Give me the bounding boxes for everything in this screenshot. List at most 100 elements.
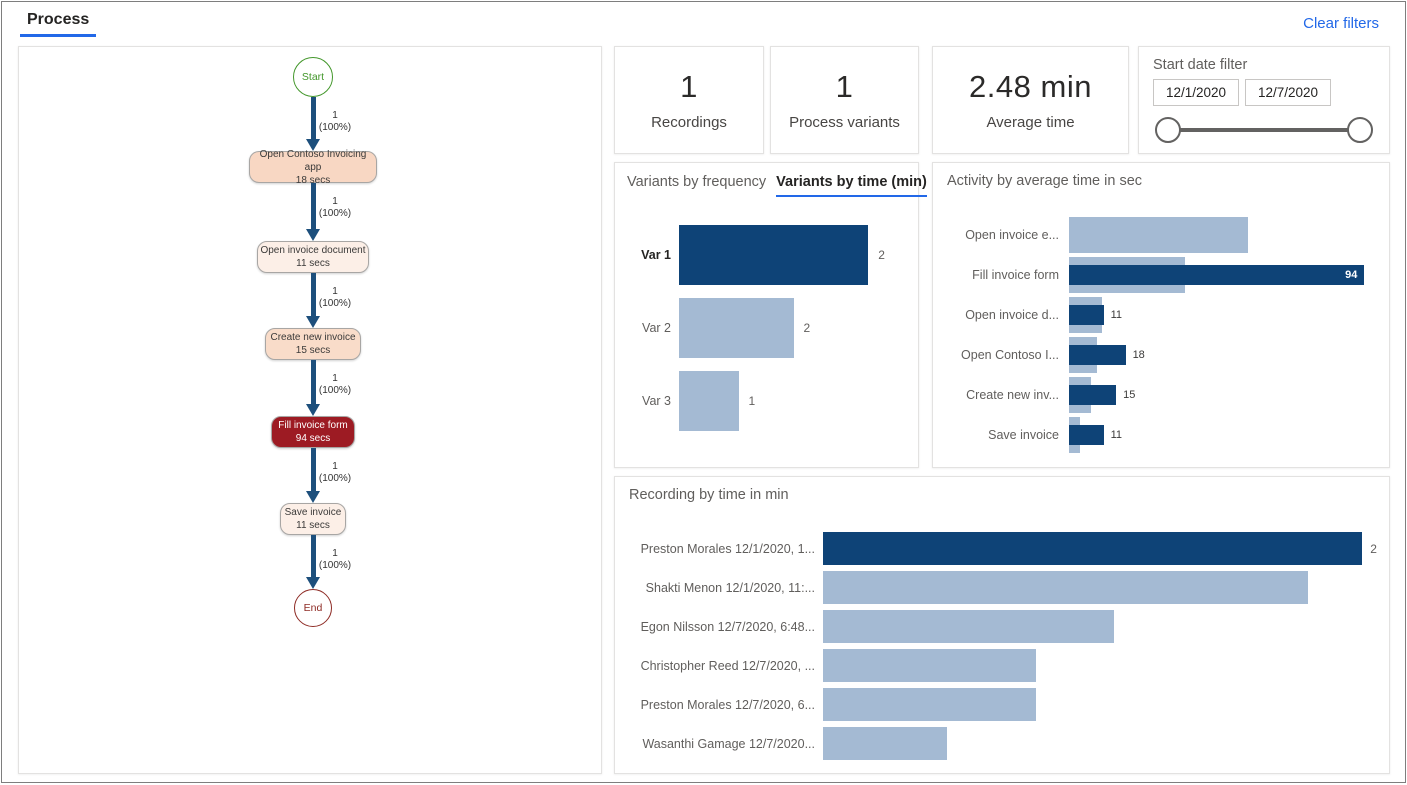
activity-node-duration: 11 secs [296,520,330,531]
activity-row: Save invoice 11 [947,415,1377,455]
activity-node[interactable]: Open invoice document 11 secs [257,241,369,273]
recording-category-label: Christopher Reed 12/7/2020, ... [640,658,815,673]
activity-node[interactable]: Create new invoice 15 secs [265,328,361,360]
edge-line [310,535,316,578]
recording-row: Christopher Reed 12/7/2020, ... [627,646,1373,685]
edge-count: 1 [332,461,338,472]
average-time-value: 2.48 min [969,69,1092,104]
recording-category-label: Preston Morales 12/1/2020, 1... [640,541,815,556]
recordings-value: 1 [680,69,698,104]
recording-value-label: 2 [1370,541,1377,556]
date-range-slider[interactable] [1155,116,1373,144]
variant-value-label: 2 [803,321,811,335]
variant-category-label: Var 1 [641,248,671,262]
activity-bar-zone: 11 [1069,295,1377,335]
edge-count: 1 [332,286,338,297]
variant-bar[interactable] [679,298,794,358]
recording-bar[interactable] [823,610,1115,643]
end-node[interactable]: End [294,589,332,627]
variant-bar[interactable] [679,371,739,431]
tab-variants-by-frequency[interactable]: Variants by frequency [627,174,767,190]
variant-bar-zone: 1 [679,371,908,431]
edge-arrowhead [306,316,320,328]
tab-variants-by-time[interactable]: Variants by time (min) [776,174,927,197]
activity-bar-zone: 18 [1069,335,1377,375]
edge-arrowhead [306,404,320,416]
activity-selected-bar[interactable] [1069,305,1104,325]
activity-category-label: Open invoice e... [965,228,1059,242]
activity-node[interactable]: Save invoice 11 secs [280,503,346,535]
activity-bar-zone: 15 [1069,375,1377,415]
activity-selected-bar[interactable] [1069,345,1126,365]
recording-category-label: Egon Nilsson 12/7/2020, 6:48... [640,619,815,634]
recording-row: Shakti Menon 12/1/2020, 11:... [627,568,1373,607]
recordings-card: 1 Recordings [614,46,764,154]
recording-bar[interactable] [823,649,1036,682]
start-date-input[interactable] [1153,79,1239,106]
activity-node-duration: 11 secs [296,258,330,269]
recording-category-label: Shakti Menon 12/1/2020, 11:... [645,580,815,595]
slider-track[interactable] [1167,128,1361,132]
activity-bar-zone: 11 [1069,415,1377,455]
activity-node-label: Create new invoice [270,332,356,343]
recording-category-label: Wasanthi Gamage 12/7/2020... [642,736,815,751]
activity-comparison-bar[interactable] [1069,217,1249,253]
recording-bar[interactable] [823,688,1036,721]
activity-selected-bar[interactable] [1069,385,1117,405]
activity-value-label: 11 [1110,309,1122,321]
start-node[interactable]: Start [293,57,333,97]
variant-category-label: Var 2 [642,321,671,335]
variant-value-label: 2 [878,248,885,262]
edge-label: 1 (100%) [313,196,357,220]
activity-category-label: Fill invoice form [972,268,1059,282]
activity-node-label: Open invoice document [260,245,366,256]
recording-bar-zone [823,727,1373,760]
activity-chart: Open invoice e... Fill invoice form 94 Open… [947,215,1377,455]
recordings-label: Recordings [651,114,727,131]
edge-arrowhead [306,491,320,503]
activity-value-label: 94 [1345,269,1358,281]
average-time-label: Average time [986,114,1075,131]
variant-row: Var 2 2 [627,298,908,358]
activity-node[interactable]: Fill invoice form 94 secs [271,416,355,448]
variant-category-label: Var 3 [642,394,671,408]
edge-label: 1 (100%) [313,110,357,134]
variant-bar[interactable] [679,225,869,285]
clear-filters-link[interactable]: Clear filters [1303,15,1379,32]
end-date-input[interactable] [1245,79,1331,106]
recording-category-label: Preston Morales 12/7/2020, 6... [640,697,815,712]
activity-selected-bar[interactable] [1069,425,1104,445]
activity-panel-title: Activity by average time in sec [947,173,1143,189]
edge-line [310,97,316,140]
activity-node-label: Open Contoso Invoicing app [259,148,367,173]
recording-bar-zone [823,610,1373,643]
activity-node-duration: 18 secs [295,174,331,186]
edge-count: 1 [332,110,338,121]
recording-bar-zone [823,688,1373,721]
slider-handle-start[interactable] [1155,117,1181,143]
recording-bar[interactable] [823,571,1309,604]
recording-bar[interactable] [823,727,948,760]
edge-line [310,448,316,492]
activity-category-label: Create new inv... [966,388,1059,402]
process-variants-value: 1 [835,69,854,104]
process-variants-label: Process variants [789,114,900,131]
activity-node[interactable]: Open Contoso Invoicing app 18 secs [249,148,377,186]
recording-chart: Preston Morales 12/1/2020, 1... 2 Shakti M… [627,529,1377,763]
recording-bar[interactable] [823,532,1363,565]
recording-row: Preston Morales 12/7/2020, 6... [627,685,1373,724]
activity-category-label: Save invoice [988,428,1059,442]
slider-handle-end[interactable] [1347,117,1373,143]
tab-process[interactable]: Process [20,11,97,37]
activity-selected-bar[interactable]: 94 [1069,265,1365,285]
process-map-panel: Start Open Contoso Invoicing app 18 secs Op… [18,46,602,774]
activity-category-label: Open Contoso I... [961,348,1059,362]
recording-panel: Recording by time in min Preston Morales… [614,476,1390,774]
activity-row: Fill invoice form 94 [947,255,1377,295]
variant-bar-zone: 2 [679,298,908,358]
average-time-card: 2.48 min Average time [932,46,1129,154]
edge-arrowhead [306,229,320,241]
edge-percent: (100%) [318,208,352,219]
variant-bar-zone: 2 [679,225,908,285]
